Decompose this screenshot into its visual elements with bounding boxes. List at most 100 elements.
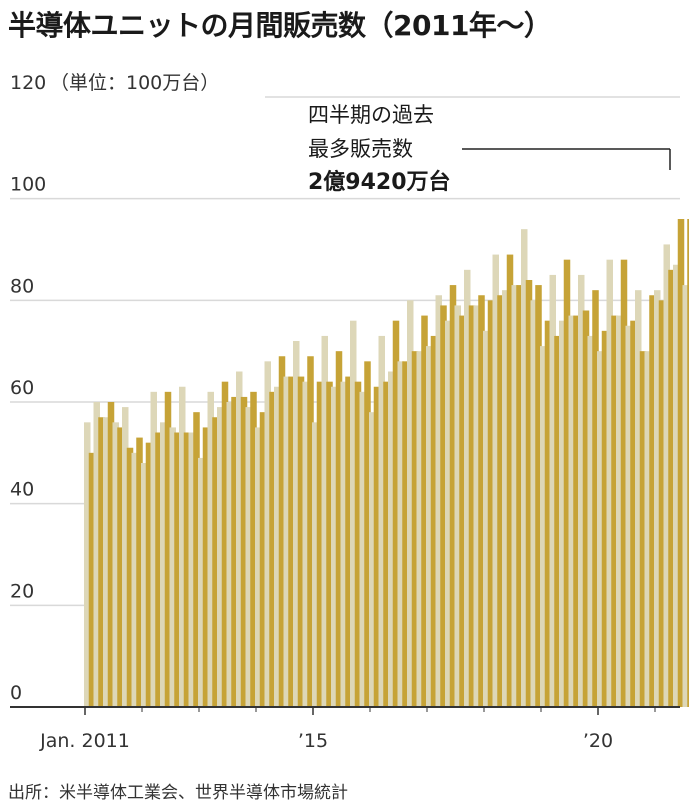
- bar: [388, 371, 395, 707]
- bar: [369, 412, 376, 707]
- bar: [497, 295, 504, 707]
- bar: [487, 300, 495, 707]
- bar: [587, 335, 594, 707]
- bar: [312, 422, 319, 707]
- bar: [464, 269, 471, 707]
- y-tick-label: 40: [10, 479, 34, 501]
- x-tick-label: ’20: [583, 730, 613, 752]
- bar: [454, 305, 461, 707]
- bar: [103, 417, 110, 707]
- annotation-line-3: 2億9420万台: [308, 169, 451, 195]
- bar: [188, 432, 195, 707]
- bar: [687, 219, 689, 707]
- bar: [207, 391, 214, 707]
- bar: [378, 335, 385, 707]
- bar: [668, 269, 675, 707]
- bar: [112, 422, 119, 707]
- bar: [373, 386, 381, 707]
- bar: [582, 310, 590, 707]
- bar: [350, 320, 357, 707]
- bar: [240, 396, 248, 707]
- bar: [392, 320, 400, 707]
- bar: [511, 285, 518, 707]
- bar: [601, 330, 609, 707]
- bar: [407, 300, 414, 707]
- bar: [625, 325, 632, 707]
- bar: [198, 457, 205, 707]
- bar: [430, 335, 438, 707]
- bar: [131, 452, 138, 707]
- bar: [478, 295, 485, 707]
- bar: [549, 274, 556, 707]
- bar: [516, 285, 523, 707]
- bar: [525, 280, 533, 707]
- bar: [473, 305, 480, 707]
- y-tick-label: 60: [10, 377, 34, 399]
- bar: [521, 229, 528, 708]
- bar: [84, 422, 91, 707]
- bar: [288, 376, 295, 707]
- bar: [445, 320, 452, 707]
- y-tick-label: 80: [10, 275, 34, 297]
- bar: [264, 361, 271, 707]
- bar: [250, 391, 257, 707]
- bar: [597, 351, 604, 707]
- bar: [340, 381, 347, 707]
- x-axis-ticks: Jan. 2011 ’15 ’20: [39, 707, 656, 752]
- y-axis-unit-label: （単位：100万台）: [50, 72, 219, 94]
- bar: [559, 320, 566, 707]
- bar: [145, 442, 153, 707]
- chart-title: 半導体ユニットの月間販売数（2011年～）: [8, 9, 552, 42]
- bar: [649, 295, 656, 707]
- bar: [354, 381, 362, 707]
- bars: [84, 219, 689, 708]
- y-tick-label: 120: [10, 72, 46, 94]
- bar: [359, 391, 366, 707]
- bar: [88, 452, 96, 707]
- bar: [155, 432, 162, 707]
- bar: [221, 381, 229, 707]
- bar: [468, 305, 476, 707]
- bar: [606, 259, 613, 707]
- bar: [136, 437, 143, 707]
- bar: [616, 315, 623, 707]
- bar: [506, 254, 514, 707]
- bar: [620, 259, 628, 707]
- bar: [150, 391, 157, 707]
- bar: [293, 341, 300, 707]
- bar: [236, 371, 243, 707]
- bar: [483, 330, 490, 707]
- bar: [578, 274, 585, 707]
- bar: [502, 290, 509, 707]
- bar: [179, 386, 186, 707]
- bar: [117, 427, 124, 707]
- bar: [255, 427, 262, 707]
- bar: [663, 244, 670, 708]
- bar: [416, 351, 423, 707]
- bar: [459, 315, 466, 707]
- bar: [274, 386, 281, 707]
- bar: [426, 346, 433, 707]
- bar: [297, 376, 305, 707]
- bar: [231, 396, 238, 707]
- bar: [573, 315, 580, 707]
- bar: [449, 285, 457, 707]
- bar: [530, 300, 537, 707]
- bar: [259, 412, 267, 707]
- bar: [321, 335, 328, 707]
- bar: [383, 381, 390, 707]
- bar: [122, 407, 129, 707]
- bar: [164, 391, 172, 707]
- bar: [658, 300, 666, 707]
- bar: [402, 361, 409, 707]
- bar: [93, 402, 100, 707]
- bar: [316, 381, 324, 707]
- bar: [202, 427, 210, 707]
- bar: [217, 407, 224, 707]
- bar: [326, 381, 333, 707]
- bar: [568, 315, 575, 707]
- bar: [193, 412, 200, 707]
- annotation-line-2: 最多販売数: [308, 137, 413, 161]
- bar: [331, 386, 338, 707]
- bar: [126, 447, 134, 707]
